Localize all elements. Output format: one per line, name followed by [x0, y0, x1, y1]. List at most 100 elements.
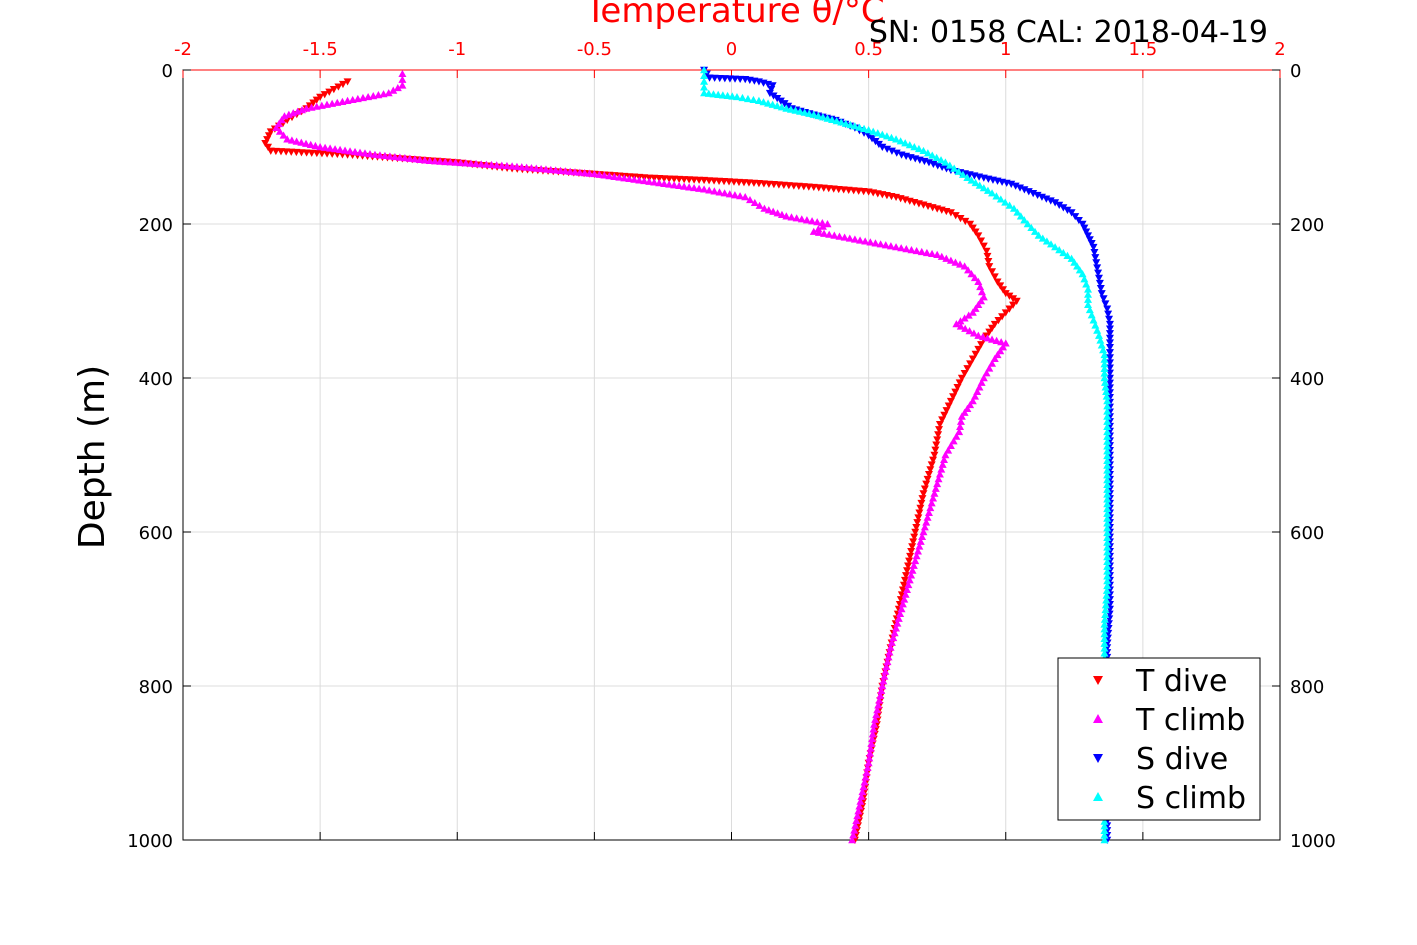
data-point	[859, 783, 868, 791]
data-point	[704, 89, 713, 97]
data-point	[852, 816, 861, 824]
data-point	[768, 82, 777, 90]
legend-marker	[1093, 676, 1103, 685]
data-point	[955, 427, 964, 436]
data-point	[861, 773, 870, 781]
data-point	[945, 161, 954, 169]
data-point	[1012, 297, 1021, 305]
data-point	[289, 109, 298, 117]
data-point	[954, 167, 963, 175]
data-point	[897, 605, 906, 613]
data-point	[1084, 232, 1093, 240]
data-point	[1009, 301, 1018, 309]
data-point	[985, 263, 994, 271]
legend-marker	[1093, 714, 1103, 723]
data-point	[1023, 220, 1032, 228]
data-point	[942, 407, 951, 415]
data-point	[892, 135, 901, 143]
data-point	[746, 195, 755, 204]
data-point	[1037, 193, 1046, 201]
data-point	[665, 180, 674, 188]
data-point	[482, 160, 491, 168]
data-point	[922, 480, 931, 488]
data-point	[1101, 378, 1110, 386]
data-point	[926, 503, 935, 512]
data-point	[966, 220, 975, 228]
data-point	[957, 412, 966, 420]
data-point	[902, 245, 911, 253]
data-point	[856, 797, 865, 805]
data-point	[791, 106, 800, 114]
data-point	[913, 547, 922, 555]
data-point	[630, 175, 639, 183]
data-point	[1100, 826, 1109, 834]
data-point	[1100, 355, 1109, 363]
data-point	[1102, 392, 1111, 400]
data-point	[944, 402, 953, 410]
data-point	[802, 216, 811, 224]
data-point	[796, 107, 805, 115]
data-point	[1100, 634, 1109, 643]
data-point	[777, 210, 786, 218]
data-point	[738, 93, 747, 102]
legend-marker	[1093, 754, 1103, 763]
data-point	[946, 441, 955, 449]
data-point	[901, 572, 910, 580]
data-point	[923, 513, 932, 521]
data-point	[1103, 553, 1112, 561]
data-point	[949, 437, 958, 445]
data-point	[964, 266, 973, 274]
data-point	[960, 314, 969, 322]
data-point	[974, 277, 983, 285]
data-point	[935, 426, 944, 434]
data-point	[978, 332, 987, 341]
data-point	[868, 734, 877, 743]
data-point	[1082, 280, 1091, 288]
data-point	[996, 282, 1005, 290]
data-point	[585, 169, 594, 177]
data-point	[938, 416, 947, 424]
data-point	[887, 147, 896, 155]
data-point	[911, 556, 920, 565]
data-point	[955, 379, 964, 387]
data-point	[398, 81, 407, 89]
data-point	[709, 90, 718, 98]
data-point	[341, 146, 350, 154]
data-point	[625, 174, 634, 183]
data-point	[942, 254, 951, 262]
legend-label: S climb	[1136, 781, 1246, 816]
data-point	[780, 100, 789, 108]
data-point	[741, 193, 750, 201]
data-point	[885, 648, 894, 656]
data-point	[919, 490, 928, 498]
data-point	[1100, 360, 1109, 368]
data-point	[1105, 334, 1114, 342]
data-point	[914, 514, 923, 522]
data-point	[864, 759, 873, 767]
data-point	[860, 778, 869, 786]
data-point	[985, 364, 994, 372]
data-point	[968, 308, 977, 316]
data-point	[814, 111, 823, 120]
data-point	[1093, 264, 1102, 272]
data-point	[1105, 354, 1114, 362]
data-point	[965, 327, 974, 335]
data-point	[1105, 339, 1114, 347]
data-point	[1084, 285, 1093, 293]
data-point	[990, 273, 999, 281]
data-point	[1102, 596, 1111, 604]
data-point	[365, 150, 374, 158]
data-point	[946, 209, 955, 217]
data-point	[896, 609, 905, 618]
data-point	[882, 132, 891, 140]
data-point	[911, 528, 920, 536]
data-point	[849, 831, 858, 839]
data-point	[1013, 208, 1022, 216]
grid	[183, 70, 1280, 840]
data-point	[512, 162, 521, 170]
data-point	[1102, 586, 1111, 594]
data-point	[1103, 572, 1112, 580]
data-point	[920, 485, 929, 493]
data-point	[908, 566, 917, 574]
data-point	[1100, 817, 1109, 825]
